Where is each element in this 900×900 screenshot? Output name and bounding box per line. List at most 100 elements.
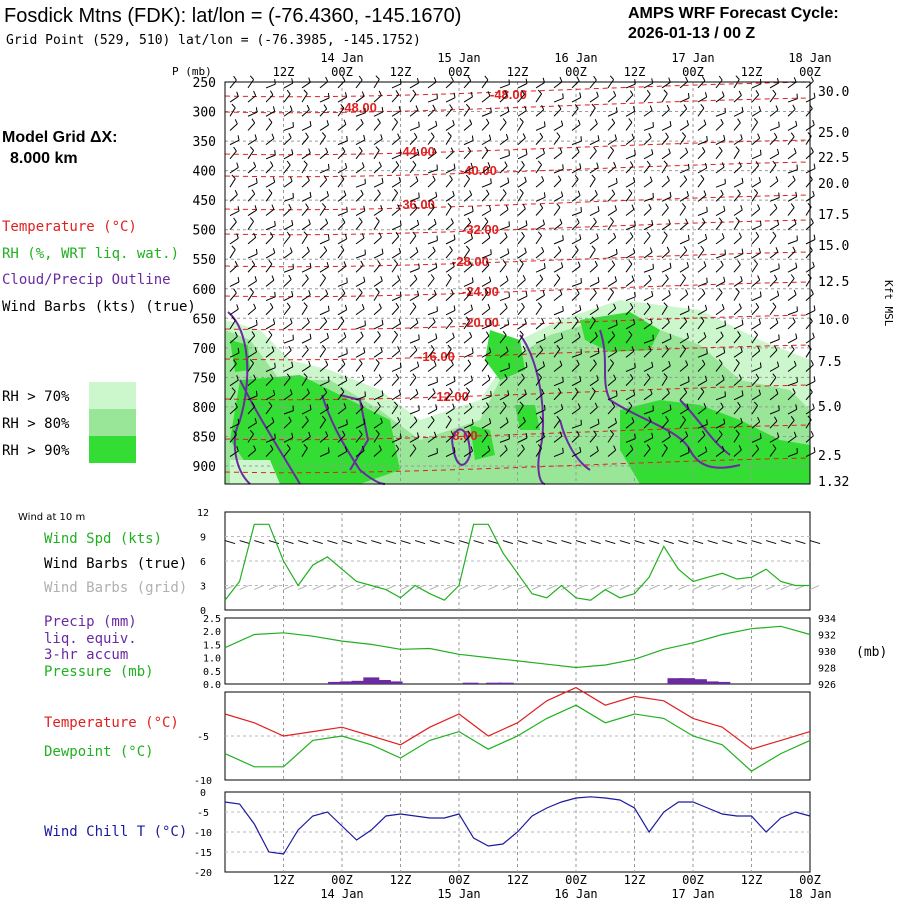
wind-barb-true	[429, 540, 440, 545]
windchill-tick-label: -5	[197, 808, 209, 819]
wind-barb-shaft	[373, 362, 380, 372]
wind-barb-flag	[344, 92, 348, 98]
wind-barb-grid	[473, 585, 483, 591]
wind-barb-flag	[490, 320, 492, 326]
wind-barb-shaft	[535, 377, 543, 386]
wind-barb-flag	[723, 134, 726, 141]
wind-barb-flag	[234, 119, 238, 125]
wind-barb-flag	[268, 330, 273, 336]
wind-barb-shaft	[661, 223, 671, 231]
wind-barb-shaft	[355, 395, 366, 401]
wind-barb-flag	[813, 234, 816, 240]
wind-barb-flag	[269, 90, 274, 96]
wind-barb-shaft	[517, 252, 527, 259]
wind-barb-flag	[358, 288, 363, 294]
wind-barb-flag	[504, 303, 508, 309]
wind-barb-flag	[629, 444, 634, 450]
wind-barb-flag	[631, 346, 635, 352]
wind-barb-flag	[687, 305, 690, 311]
wind-barb-flag	[596, 375, 599, 381]
isotherm-label: -36.00	[398, 197, 435, 212]
wind-barb-grid	[765, 585, 776, 591]
wind-barb-flag	[795, 333, 798, 339]
wind-barb-flag	[289, 247, 293, 253]
wind-barb-shaft	[463, 363, 472, 372]
wind-barb-flag	[412, 373, 417, 378]
wind-barb-flag	[634, 150, 636, 156]
wind-barb-flag	[377, 401, 381, 407]
wind-barb-flag	[810, 360, 814, 366]
wind-barb-shaft	[481, 395, 492, 401]
wind-barb-flag	[593, 359, 597, 365]
wind-barb-flag	[778, 263, 780, 269]
wind-barb-shaft	[625, 334, 633, 344]
wind-barb-grid	[531, 585, 542, 591]
wind-barb-shaft	[247, 182, 258, 188]
wind-barb-shaft	[733, 264, 741, 273]
wind-barb-shaft	[769, 306, 777, 316]
wind-barb-flag	[269, 161, 274, 167]
wind-barb-flag	[303, 302, 308, 307]
wind-barb-shaft	[571, 282, 582, 287]
wind-barb-flag	[377, 189, 381, 194]
wind-barb-shaft	[643, 393, 653, 401]
wind-barb-flag	[651, 219, 654, 226]
wind-barb-flag	[505, 417, 509, 423]
wind-barb-flag	[398, 389, 401, 395]
wind-barb-flag	[272, 248, 276, 254]
wind-barb-shaft	[517, 164, 525, 174]
wind-barb-shaft	[733, 79, 740, 89]
wind-barb-flag	[309, 333, 312, 339]
wind-barb-shaft	[553, 266, 563, 273]
wind-barb-flag	[254, 347, 257, 353]
wind-barb-shaft	[283, 164, 291, 174]
wind-barb-shaft	[697, 407, 707, 415]
wind-barb-shaft	[535, 180, 545, 188]
wind-barb-shaft	[445, 364, 454, 372]
wind-barb-shaft	[445, 135, 452, 145]
precip-bar	[667, 678, 684, 684]
wind-barb-flag	[793, 218, 797, 224]
wind-barb-flag	[346, 277, 348, 283]
wind-barb-shaft	[247, 150, 255, 160]
wind-barb-shaft	[283, 235, 291, 245]
wind-barb-flag	[666, 317, 670, 323]
wind-barb-flag	[810, 430, 814, 436]
wind-barb-shaft	[247, 138, 257, 146]
pressure-tick-label: 800	[193, 401, 216, 416]
wind-barb-shaft	[571, 96, 582, 103]
wind-barb-flag	[755, 373, 760, 379]
wind-barb-shaft	[319, 250, 328, 259]
wind-barb-true	[297, 540, 309, 545]
precip-bar	[714, 681, 731, 684]
height-tick-label: 7.5	[818, 355, 841, 370]
wind-barb-shaft	[481, 166, 491, 174]
wind-barb-shaft	[373, 449, 382, 457]
wind-barb-true	[488, 540, 499, 545]
wind-barb-flag	[484, 430, 489, 435]
wind-barb-flag	[236, 304, 239, 310]
wind-barb-shaft	[805, 320, 813, 330]
temp-tick-label: -5	[197, 732, 209, 743]
wind-barb-flag	[450, 289, 454, 295]
wind-barb-shaft	[517, 421, 526, 429]
wind-barb-flag	[272, 106, 276, 112]
wind-barb-shaft	[517, 192, 524, 202]
wind-barb-flag	[361, 162, 365, 168]
wind-barb-shaft	[265, 350, 275, 358]
wind-barb-shaft	[499, 122, 507, 131]
wind-barb-grid	[517, 585, 527, 591]
wind-barb-shaft	[373, 138, 383, 146]
wind-barb-shaft	[301, 447, 308, 457]
wind-barb-flag	[594, 331, 598, 337]
wind-barb-shaft	[661, 267, 672, 273]
wind-barb-flag	[562, 376, 564, 382]
wind-tick-label: 9	[200, 533, 206, 544]
wind-barb-flag	[681, 203, 686, 208]
wind-barb-shaft	[283, 306, 291, 316]
wind-barb-shaft	[805, 179, 813, 188]
wind-barb-shaft	[481, 450, 491, 457]
wind-barb-shaft	[391, 252, 401, 259]
wind-barb-shaft	[319, 348, 327, 358]
isotherm-line	[224, 97, 811, 114]
